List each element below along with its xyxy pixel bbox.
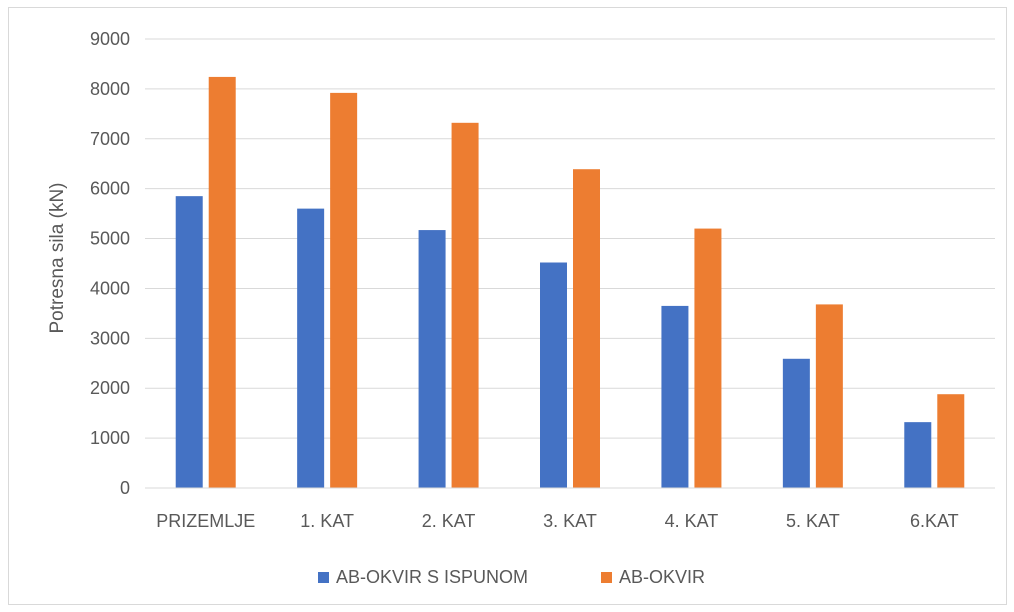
gridlines — [145, 38, 995, 439]
bar-ab-okvir-0 — [208, 76, 236, 488]
bars — [175, 76, 965, 489]
bar-ab-okvir-s-ispunom-4 — [661, 305, 689, 488]
bar-ab-okvir-s-ispunom-5 — [782, 358, 810, 488]
bar-ab-okvir-1 — [330, 92, 358, 488]
y-tick-label: 2000 — [90, 378, 130, 398]
y-tick-label: 0 — [120, 478, 130, 498]
legend-label: AB-OKVIR S ISPUNOM — [336, 567, 528, 587]
x-tick-label: 3. KAT — [543, 511, 597, 531]
y-tick-label: 8000 — [90, 79, 130, 99]
legend: AB-OKVIR S ISPUNOM AB-OKVIR — [318, 567, 705, 587]
bar-ab-okvir-s-ispunom-1 — [297, 208, 325, 488]
x-tick-label: 1. KAT — [300, 511, 354, 531]
bar-ab-okvir-s-ispunom-2 — [418, 230, 446, 488]
bar-ab-okvir-s-ispunom-3 — [540, 262, 567, 488]
legend-swatch — [601, 572, 612, 583]
x-tick-label: 6.KAT — [910, 511, 959, 531]
y-tick-label: 4000 — [90, 278, 130, 298]
chart-frame: 0 1000 2000 3000 4000 5000 6000 7000 8000 9000 Po… — [8, 7, 1007, 605]
bar-ab-okvir-s-ispunom-0 — [175, 196, 203, 488]
bar-ab-okvir-6 — [937, 394, 965, 488]
bar-ab-okvir-4 — [694, 228, 722, 489]
x-axis-ticks: PRIZEMLJE 1. KAT 2. KAT 3. KAT 4. KAT 5. KAT 6… — [156, 511, 958, 531]
y-tick-label: 5000 — [90, 229, 130, 249]
bar-ab-okvir-3 — [573, 169, 600, 488]
legend-swatch — [318, 572, 329, 583]
y-tick-label: 9000 — [90, 29, 130, 49]
x-tick-label: 4. KAT — [665, 511, 719, 531]
y-axis-ticks: 0 1000 2000 3000 4000 5000 6000 7000 8000 9000 — [90, 29, 130, 498]
x-tick-label: 5. KAT — [786, 511, 840, 531]
bar-ab-okvir-5 — [815, 304, 843, 488]
y-axis-label: Potresna sila (kN) — [47, 183, 68, 334]
x-tick-label: PRIZEMLJE — [156, 511, 255, 531]
y-tick-label: 1000 — [90, 428, 130, 448]
bar-ab-okvir-2 — [451, 122, 479, 489]
y-tick-label: 7000 — [90, 129, 130, 149]
y-tick-label: 3000 — [90, 328, 130, 348]
bar-ab-okvir-s-ispunom-6 — [904, 422, 932, 488]
x-tick-label: 2. KAT — [422, 511, 476, 531]
legend-label: AB-OKVIR — [619, 567, 705, 587]
bar-chart: 0 1000 2000 3000 4000 5000 6000 7000 8000 9000 Po… — [47, 29, 995, 587]
y-tick-label: 6000 — [90, 179, 130, 199]
